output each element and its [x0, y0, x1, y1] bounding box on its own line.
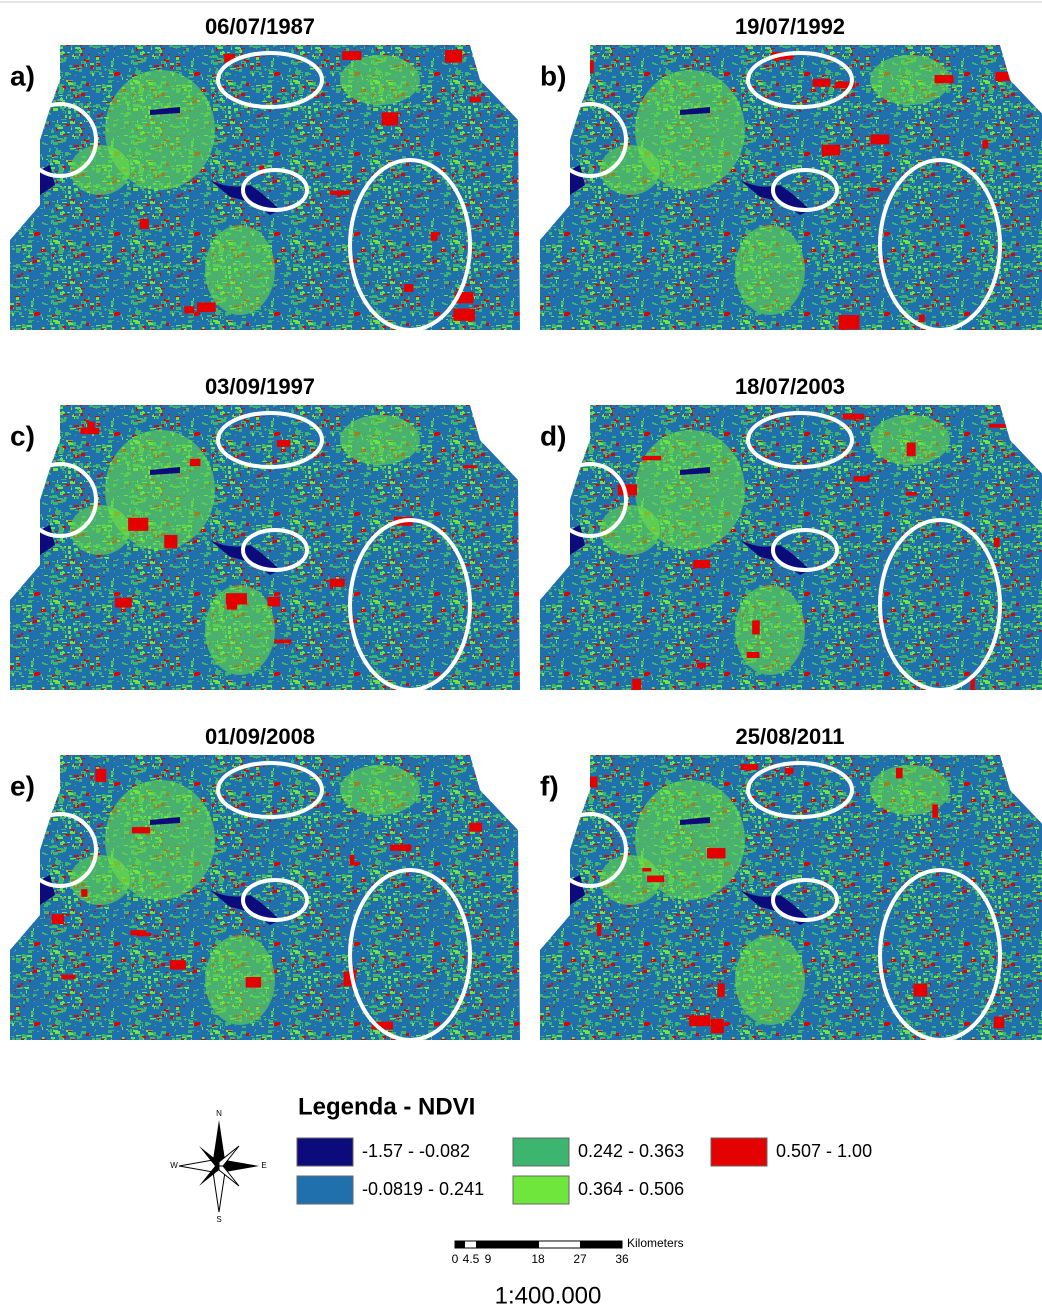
map-panel: 01/09/2008 e)	[10, 724, 522, 1042]
scale-tick-label: 18	[531, 1252, 545, 1266]
legend-label: 0.364 - 0.506	[578, 1179, 684, 1199]
ndvi-map	[10, 40, 522, 332]
panel-date: 01/09/2008	[205, 724, 315, 749]
legend-swatch	[513, 1176, 569, 1204]
map-panel: 06/07/1987 a)	[10, 14, 522, 332]
legend-label: -1.57 - -0.082	[362, 1141, 470, 1161]
legend-title: Legenda - NDVI	[298, 1093, 475, 1120]
scale-tick-label: 0	[452, 1252, 459, 1266]
ndvi-map	[10, 400, 522, 692]
scale-bar	[455, 1241, 622, 1248]
panel-label: e)	[10, 770, 35, 801]
map-panel: 25/08/2011 f)	[540, 724, 1042, 1042]
legend-swatch	[513, 1138, 569, 1166]
legend-swatch	[297, 1138, 353, 1166]
legend-swatch	[711, 1138, 767, 1166]
ndvi-map	[540, 400, 1042, 692]
scale-tick-label: 9	[485, 1252, 492, 1266]
panel-label: c)	[10, 420, 35, 451]
legend-label: -0.0819 - 0.241	[362, 1179, 484, 1199]
compass: N S E W	[170, 1109, 266, 1224]
legend-label: 0.507 - 1.00	[776, 1141, 872, 1161]
panel-date: 25/08/2011	[736, 724, 845, 749]
ndvi-map	[10, 750, 522, 1042]
scale-ratio: 1:400.000	[495, 1282, 602, 1309]
map-panel: 18/07/2003 d)	[540, 374, 1042, 692]
scale-tick-label: 36	[615, 1252, 629, 1266]
scale-unit: Kilometers	[627, 1236, 684, 1250]
panel-label: b)	[540, 60, 566, 91]
map-panel: 03/09/1997 c)	[10, 374, 522, 692]
compass-s: S	[216, 1215, 221, 1224]
ndvi-map	[540, 750, 1042, 1042]
panel-label: a)	[10, 60, 35, 91]
panel-label: d)	[540, 420, 566, 451]
panel-date: 06/07/1987	[205, 14, 315, 39]
compass-w: W	[170, 1161, 178, 1170]
legend-swatch	[297, 1176, 353, 1204]
legend-label: 0.242 - 0.363	[578, 1141, 684, 1161]
ndvi-map	[540, 40, 1042, 332]
figure: Legenda - NDVI N S E W Kilometers 1:400.…	[0, 0, 1042, 1310]
panel-date: 03/09/1997	[205, 374, 315, 399]
compass-e: E	[261, 1161, 266, 1170]
panel-date: 19/07/1992	[735, 14, 845, 39]
compass-n: N	[216, 1109, 222, 1118]
panel-date: 18/07/2003	[735, 374, 845, 399]
scale-tick-label: 4.5	[463, 1252, 480, 1266]
panel-label: f)	[540, 770, 559, 801]
map-panel: 19/07/1992 b)	[540, 14, 1042, 332]
scale-tick-label: 27	[573, 1252, 587, 1266]
